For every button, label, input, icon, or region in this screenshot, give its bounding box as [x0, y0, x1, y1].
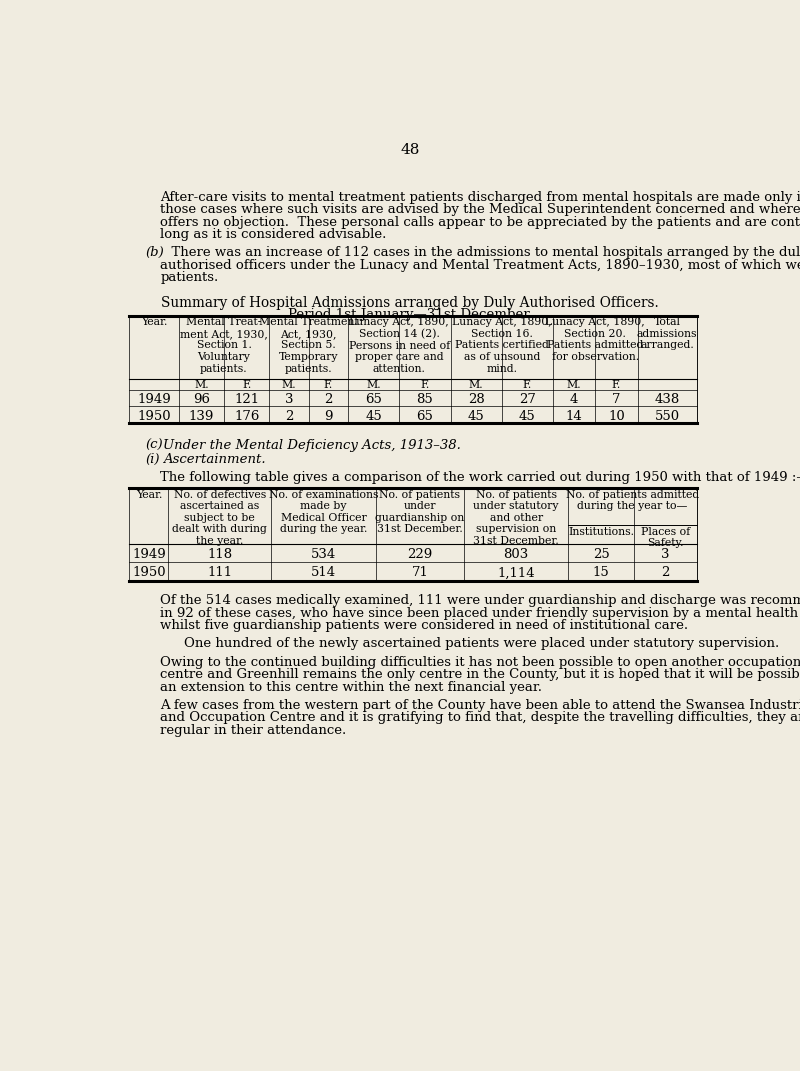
- Text: 550: 550: [654, 410, 680, 423]
- Text: 514: 514: [311, 567, 336, 579]
- Text: 10: 10: [608, 410, 625, 423]
- Text: Places of
Safety.: Places of Safety.: [641, 527, 690, 548]
- Text: After-care visits to mental treatment patients discharged from mental hospitals : After-care visits to mental treatment pa…: [161, 191, 800, 203]
- Text: Summary of Hospital Admissions arranged by Duly Authorised Officers.: Summary of Hospital Admissions arranged …: [161, 296, 659, 310]
- Text: 3: 3: [285, 393, 294, 406]
- Text: M.: M.: [194, 380, 209, 390]
- Text: Under the Mental Deficiency Acts, 1913–38.: Under the Mental Deficiency Acts, 1913–3…: [162, 439, 461, 452]
- Text: Mental Treat-
ment Act, 1930,
Section 1.
Voluntary
patients.: Mental Treat- ment Act, 1930, Section 1.…: [180, 317, 268, 374]
- Text: authorised officers under the Lunacy and Mental Treatment Acts, 1890–1930, most : authorised officers under the Lunacy and…: [161, 259, 800, 272]
- Text: F.: F.: [522, 380, 532, 390]
- Text: 229: 229: [407, 548, 433, 561]
- Text: There was an increase of 112 cases in the admissions to mental hospitals arrange: There was an increase of 112 cases in th…: [162, 246, 800, 259]
- Text: Of the 514 cases medically examined, 111 were under guardianship and discharge w: Of the 514 cases medically examined, 111…: [161, 594, 800, 607]
- Text: 1950: 1950: [132, 567, 166, 579]
- Text: in 92 of these cases, who have since been placed under friendly supervision by a: in 92 of these cases, who have since bee…: [161, 606, 800, 620]
- Text: 4: 4: [570, 393, 578, 406]
- Text: 25: 25: [593, 548, 610, 561]
- Text: M.: M.: [469, 380, 483, 390]
- Text: 65: 65: [366, 393, 382, 406]
- Text: No. of defectives
ascertained as
subject to be
dealt with during
the year.: No. of defectives ascertained as subject…: [172, 489, 267, 546]
- Text: and Occupation Centre and it is gratifying to find that, despite the travelling : and Occupation Centre and it is gratifyi…: [161, 711, 800, 724]
- Text: 27: 27: [519, 393, 536, 406]
- Text: patients.: patients.: [161, 271, 218, 284]
- Text: M.: M.: [366, 380, 381, 390]
- Text: 45: 45: [366, 410, 382, 423]
- Text: 45: 45: [519, 410, 536, 423]
- Text: 176: 176: [234, 410, 259, 423]
- Text: regular in their attendance.: regular in their attendance.: [161, 724, 346, 737]
- Text: The following table gives a comparison of the work carried out during 1950 with : The following table gives a comparison o…: [161, 471, 800, 484]
- Text: 139: 139: [189, 410, 214, 423]
- Text: 3: 3: [661, 548, 670, 561]
- Text: 45: 45: [468, 410, 485, 423]
- Text: F.: F.: [324, 380, 333, 390]
- Text: Institutions.: Institutions.: [568, 527, 634, 537]
- Text: Year.: Year.: [136, 489, 162, 500]
- Text: (i): (i): [145, 453, 159, 466]
- Text: 2: 2: [324, 393, 333, 406]
- Text: Total
admissions
arranged.: Total admissions arranged.: [637, 317, 698, 350]
- Text: Lunacy Act, 1890,
Section 14 (2).
Persons in need of
proper care and
attention.: Lunacy Act, 1890, Section 14 (2). Person…: [349, 317, 450, 374]
- Text: Lunacy Act, 1890,
Section 16.
Patients certified
as of unsound
mind.: Lunacy Act, 1890, Section 16. Patients c…: [452, 317, 552, 374]
- Text: 111: 111: [207, 567, 232, 579]
- Text: F.: F.: [612, 380, 621, 390]
- Text: 85: 85: [417, 393, 434, 406]
- Text: 2: 2: [662, 567, 670, 579]
- Text: 9: 9: [324, 410, 333, 423]
- Text: 96: 96: [193, 393, 210, 406]
- Text: 438: 438: [654, 393, 680, 406]
- Text: F.: F.: [420, 380, 430, 390]
- Text: 14: 14: [566, 410, 582, 423]
- Text: 803: 803: [503, 548, 529, 561]
- Text: Year.: Year.: [141, 317, 167, 327]
- Text: 48: 48: [400, 144, 420, 157]
- Text: 1949: 1949: [137, 393, 171, 406]
- Text: 1,114: 1,114: [498, 567, 535, 579]
- Text: 2: 2: [285, 410, 293, 423]
- Text: 534: 534: [311, 548, 336, 561]
- Text: No. of patients
under
guardianship on
31st December.: No. of patients under guardianship on 31…: [375, 489, 465, 534]
- Text: One hundred of the newly ascertained patients were placed under statutory superv: One hundred of the newly ascertained pat…: [184, 637, 779, 650]
- Text: M.: M.: [567, 380, 582, 390]
- Text: No. of patients
under statutory
and other
supervision on
31st December.: No. of patients under statutory and othe…: [474, 489, 559, 546]
- Text: Ascertainment.: Ascertainment.: [162, 453, 266, 466]
- Text: 118: 118: [207, 548, 232, 561]
- Text: centre and Greenhill remains the only centre in the County, but it is hoped that: centre and Greenhill remains the only ce…: [161, 668, 800, 681]
- Text: No. of patients admitted
during the year to—: No. of patients admitted during the year…: [566, 489, 699, 511]
- Text: 15: 15: [593, 567, 610, 579]
- Text: 28: 28: [468, 393, 485, 406]
- Text: F.: F.: [242, 380, 251, 390]
- Text: 71: 71: [411, 567, 428, 579]
- Text: offers no objection.  These personal calls appear to be appreciated by the patie: offers no objection. These personal call…: [161, 215, 800, 228]
- Text: A few cases from the western part of the County have been able to attend the Swa: A few cases from the western part of the…: [161, 699, 800, 712]
- Text: whilst five guardianship patients were considered in need of institutional care.: whilst five guardianship patients were c…: [161, 619, 689, 632]
- Text: 65: 65: [417, 410, 434, 423]
- Text: long as it is considered advisable.: long as it is considered advisable.: [161, 228, 387, 241]
- Text: (b): (b): [145, 246, 164, 259]
- Text: No. of examinations
made by
Medical Officer
during the year.: No. of examinations made by Medical Offi…: [269, 489, 378, 534]
- Text: an extension to this centre within the next financial year.: an extension to this centre within the n…: [161, 680, 542, 694]
- Text: Mental Treatment
Act, 1930,
Section 5.
Temporary
patients.: Mental Treatment Act, 1930, Section 5. T…: [259, 317, 358, 374]
- Text: 7: 7: [612, 393, 621, 406]
- Text: 121: 121: [234, 393, 259, 406]
- Text: 1950: 1950: [138, 410, 171, 423]
- Text: Period 1st January—31st December.: Period 1st January—31st December.: [288, 308, 532, 321]
- Text: Owing to the continued building difficulties it has not been possible to open an: Owing to the continued building difficul…: [161, 655, 800, 669]
- Text: 1949: 1949: [132, 548, 166, 561]
- Text: those cases where such visits are advised by the Medical Superintendent concerne: those cases where such visits are advise…: [161, 203, 800, 216]
- Text: Lunacy Act, 1890,
Section 20.
Patients admitted
for observation.: Lunacy Act, 1890, Section 20. Patients a…: [546, 317, 645, 362]
- Text: (c): (c): [145, 439, 162, 452]
- Text: M.: M.: [282, 380, 296, 390]
